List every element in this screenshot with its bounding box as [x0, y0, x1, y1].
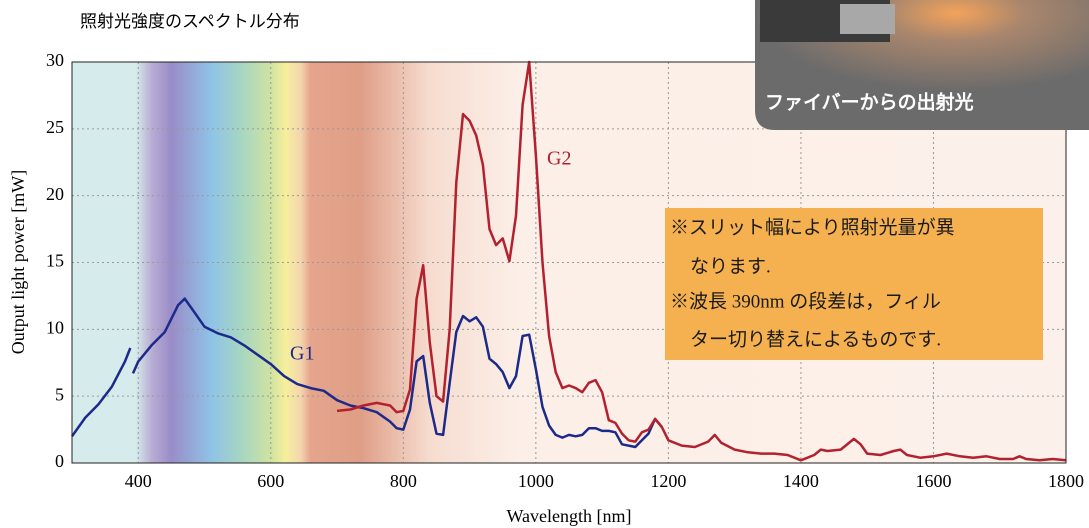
series-label: G2	[547, 148, 571, 170]
x-tick-label: 400	[125, 471, 152, 491]
x-tick-label: 1600	[915, 471, 951, 491]
y-tick-label: 0	[55, 451, 64, 471]
y-tick-label: 30	[46, 50, 64, 70]
annotation-line: ※波長 390nm の段差は，フィル	[670, 290, 941, 312]
x-tick-label: 600	[257, 471, 284, 491]
y-axis-label: Output light power [mW]	[8, 170, 28, 354]
x-tick-label: 1000	[518, 471, 554, 491]
y-tick-label: 5	[55, 384, 64, 404]
y-tick-label: 10	[46, 317, 64, 337]
fiber-tip	[840, 4, 895, 34]
annotation-line: ※スリット幅により照射光量が異	[670, 216, 955, 238]
series-label: G1	[290, 343, 314, 365]
inset-caption: ファイバーからの出射光	[765, 91, 974, 114]
annotation-line: なります.	[690, 256, 771, 277]
x-tick-label: 800	[390, 471, 417, 491]
y-tick-label: 20	[46, 184, 64, 204]
chart: 照射光強度のスペクトル分布 Wavelength [nm] Output lig…	[0, 0, 1089, 528]
x-tick-label: 1200	[650, 471, 686, 491]
annotation-line: ター切り替えによるものです.	[690, 328, 941, 350]
y-tick-label: 25	[46, 117, 64, 137]
chart-title: 照射光強度のスペクトル分布	[80, 12, 300, 32]
x-axis-label: Wavelength [nm]	[506, 506, 631, 526]
x-tick-label: 1400	[783, 471, 819, 491]
x-tick-label: 1800	[1048, 471, 1084, 491]
y-tick-label: 15	[46, 251, 64, 271]
